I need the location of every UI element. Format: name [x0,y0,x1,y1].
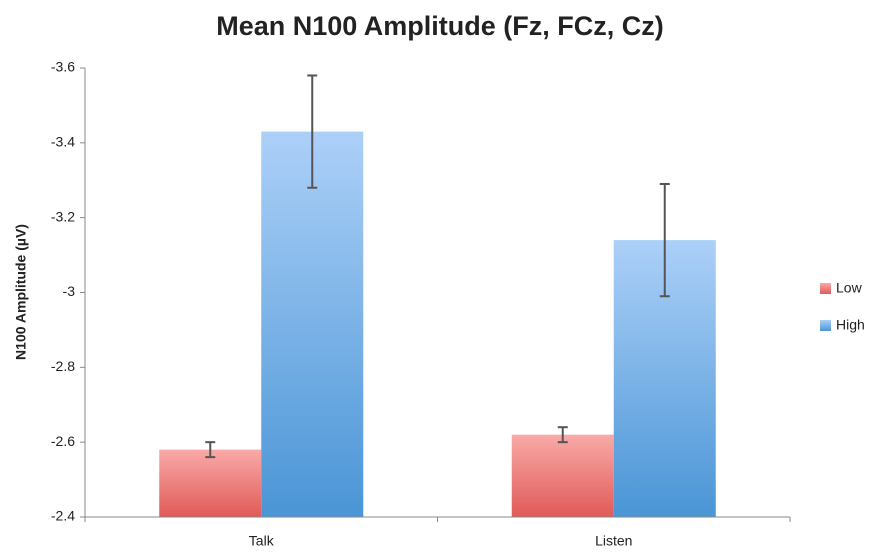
legend-label: High [836,317,865,333]
legend-swatch [820,320,831,331]
bar [261,131,364,517]
y-tick-label: -3.2 [51,208,75,224]
y-tick-label: -2.4 [51,508,75,524]
legend-swatch [820,283,831,294]
error-bar [205,441,216,459]
error-bar [659,182,670,298]
y-axis-label: N100 Amplitude (µV) [13,224,29,360]
y-tick-label: -2.6 [51,433,75,449]
bar [159,449,262,517]
error-bar [307,74,318,189]
y-tick-label: -3.4 [51,134,75,150]
chart-title: Mean N100 Amplitude (Fz, FCz, Cz) [216,11,664,41]
y-tick-label: -3.6 [51,59,75,75]
y-tick-label: -2.8 [51,358,75,374]
bar [511,434,614,517]
error-bar [557,426,568,444]
x-tick-label: Listen [595,533,632,549]
y-tick-label: -3 [63,283,76,299]
x-tick-label: Talk [249,533,275,549]
legend-label: Low [836,280,863,296]
